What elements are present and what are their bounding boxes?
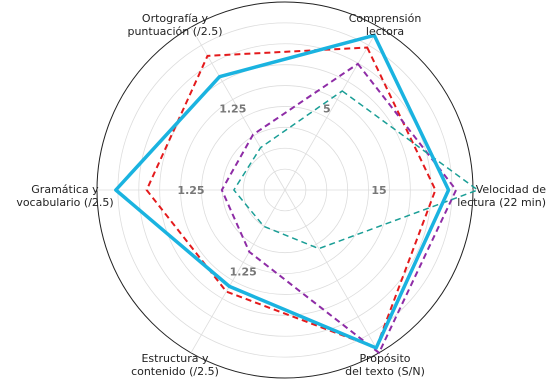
axis-label: Velocidad de lectura (22 min) — [457, 183, 546, 209]
axis-label: Estructura y contenido (/2.5) — [131, 352, 219, 378]
tick-label: 1.25 — [230, 265, 257, 278]
axis-spokes — [97, 26, 473, 354]
series-line-1 — [145, 46, 437, 349]
axis-label: Gramática y vocabulario (/2.5) — [16, 183, 113, 209]
axis-label: Ortografía y puntuación (/2.5) — [127, 12, 222, 38]
series-line-3 — [233, 90, 479, 250]
tick-label: 5 — [323, 103, 331, 116]
tick-label: 15 — [371, 184, 386, 197]
tick-label: 1.25 — [219, 103, 246, 116]
tick-label: 1.25 — [177, 184, 204, 197]
axis-label: Propósito del texto (S/N) — [345, 352, 425, 378]
axis-spoke — [190, 189, 286, 354]
data-series — [114, 33, 479, 354]
axis-labels: Comprensión lectora Velocidad de lectura (2… — [16, 12, 546, 378]
series-line-2 — [220, 62, 458, 354]
axis-spoke — [284, 189, 380, 354]
tick-labels: 5 15 1.25 1.25 1.25 — [177, 103, 386, 279]
series-line-4 — [114, 33, 451, 350]
axis-spoke — [190, 26, 286, 191]
axis-label: Comprensión lectora — [349, 12, 422, 38]
axis-spoke — [284, 26, 380, 191]
